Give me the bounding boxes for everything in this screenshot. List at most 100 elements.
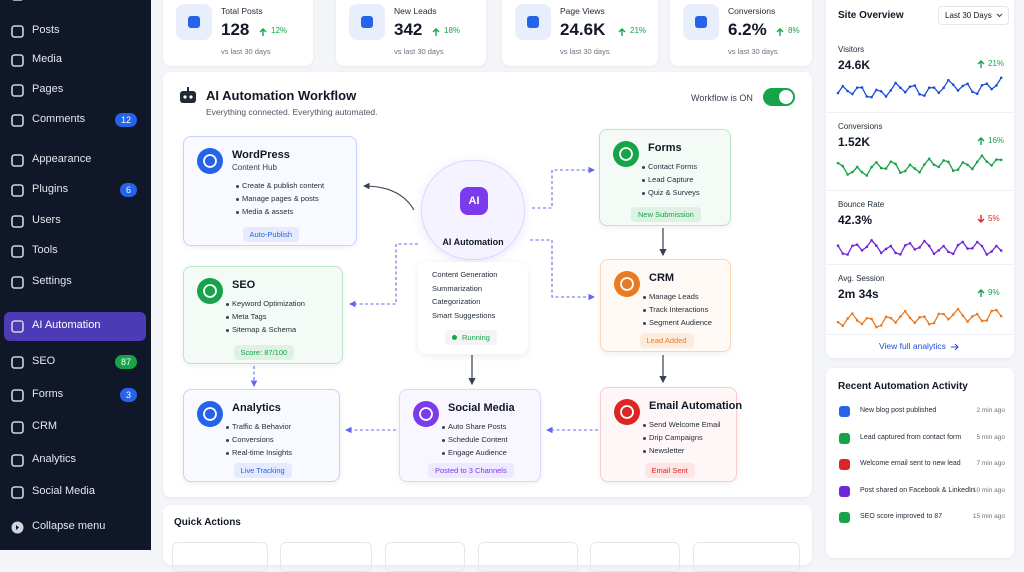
ai-badge: AI [460, 187, 488, 215]
nav-item[interactable]: Forms [32, 388, 64, 400]
quick-action[interactable] [478, 542, 578, 572]
nav-item[interactable]: AI Automation [32, 319, 101, 331]
workflow-subtitle: Everything connected. Everything automat… [206, 107, 378, 117]
nav-item[interactable]: Social Media [32, 485, 95, 497]
activity-time: 15 min ago [972, 513, 1005, 520]
workflow-node[interactable]: Forms Contact Forms Lead Capture Quiz & Sur… [599, 129, 731, 226]
node-item: Schedule Content [448, 435, 508, 444]
node-item: Quiz & Surveys [648, 188, 700, 197]
stat-card: Conversions 6.2% 8% vs last 30 days [670, 0, 812, 66]
node-item: Auto Share Posts [448, 422, 507, 431]
stat-change: 12% [271, 26, 288, 35]
stat-label: Conversions [728, 6, 776, 16]
sidebar: DashboardPostsMediaPagesComments12Appear… [0, 0, 151, 550]
node-tag: Email Sent [644, 463, 695, 478]
nav-item[interactable]: Pages [32, 83, 64, 95]
nav-item[interactable]: Media [32, 53, 62, 65]
metric-change: 21% [988, 59, 1005, 68]
quick-action[interactable] [385, 542, 465, 572]
bullet-dot [236, 198, 239, 201]
stat-glyph [695, 16, 707, 28]
activity-text: SEO score improved to 87 [860, 513, 943, 520]
divider [826, 334, 1014, 335]
divider [826, 264, 1014, 265]
metric-value: 2m 34s [838, 287, 879, 301]
stat-arrow [432, 28, 440, 36]
nav-icon [11, 25, 24, 38]
view-analytics[interactable]: View full analytics [879, 341, 946, 351]
ai-item: Summarization [432, 283, 483, 293]
node-title: CRM [649, 272, 675, 284]
metric-label: Bounce Rate [838, 200, 885, 209]
metric-label: Conversions [838, 122, 883, 131]
stat-glyph [188, 16, 200, 28]
node-item: Segment Audience [649, 318, 712, 327]
workflow-node[interactable]: CRM Manage Leads Track Interactions Segment… [600, 259, 731, 352]
nav-item[interactable]: SEO [32, 355, 56, 367]
workflow-node[interactable]: Social Media Auto Share Posts Schedule Con… [399, 389, 541, 482]
bullet-dot [642, 192, 645, 195]
ai-title: AI Automation [442, 237, 504, 247]
node-item: Conversions [232, 435, 274, 444]
stat-label: Total Posts [221, 6, 263, 16]
nav-item[interactable]: CRM [32, 420, 58, 432]
nav-item[interactable]: Settings [32, 275, 72, 287]
stat-value: 6.2% [728, 20, 767, 39]
bullet-dot [226, 303, 229, 306]
node-icon [614, 271, 640, 297]
activity-time: 2 min ago [976, 407, 1005, 414]
nav-item[interactable]: Comments [32, 113, 86, 125]
bullet-dot [226, 452, 229, 455]
stat-arrow [618, 28, 626, 36]
trend-arrow [977, 289, 985, 297]
stat-value: 342 [394, 20, 423, 39]
nav-item[interactable]: Appearance [32, 153, 92, 165]
range-select[interactable]: Last 30 Days [938, 6, 1009, 25]
nav-icon [11, 114, 24, 127]
nav-icon [11, 421, 24, 434]
activity-time: 10 min ago [972, 486, 1005, 494]
node-item: Contact Forms [648, 162, 698, 171]
workflow-toggle[interactable] [763, 88, 795, 106]
workflow-node[interactable]: Analytics Traffic & Behavior Conversions Re… [183, 389, 340, 482]
node-title: Analytics [232, 402, 281, 414]
collapse-menu[interactable]: Collapse menu [32, 520, 106, 532]
workflow-node[interactable]: WordPress Content Hub Create & publish con… [183, 136, 357, 246]
nav-item[interactable]: Plugins [32, 183, 69, 195]
bullet-dot [442, 426, 445, 429]
activity-text: Welcome email sent to new lead [860, 460, 961, 467]
nav-item[interactable]: Users [32, 214, 61, 226]
nav-icon [11, 486, 24, 499]
ai-item: Smart Suggestions [432, 310, 496, 320]
bullet-dot [226, 329, 229, 332]
nav-badge: 87 [114, 355, 137, 369]
nav-item[interactable]: Posts [32, 24, 60, 36]
node-item: Media & assets [242, 207, 294, 216]
nav-item[interactable]: Analytics [32, 453, 77, 465]
bullet-dot [643, 309, 646, 312]
activity-title: Recent Automation Activity [838, 381, 968, 392]
metric-label: Visitors [838, 45, 865, 54]
bullet-dot [226, 439, 229, 442]
site-overview: Site Overview Last 30 Days Visitors 24.6K 21… [826, 0, 1014, 358]
workflow-node[interactable]: Email Automation Send Welcome Email Drip C… [600, 387, 742, 482]
nav-icon [11, 454, 24, 467]
metric-change: 16% [988, 136, 1005, 145]
nav-item[interactable]: Tools [32, 244, 58, 256]
node-tag: Posted to 3 Channels [428, 463, 514, 478]
nav-icon [11, 184, 24, 197]
quick-action[interactable] [693, 542, 800, 572]
bullet-dot [643, 437, 646, 440]
quick-action[interactable] [172, 542, 268, 572]
workflow-node[interactable]: SEO Keyword Optimization Meta Tags Sitemap … [183, 266, 343, 364]
nav-icon [11, 245, 24, 258]
divider [826, 112, 1014, 113]
stat-glyph [361, 16, 373, 28]
quick-action[interactable] [280, 542, 372, 572]
quick-action[interactable] [590, 542, 680, 572]
bullet-dot [642, 166, 645, 169]
stat-label: Page Views [560, 6, 605, 16]
ai-tag: Running [445, 330, 497, 345]
node-item: Keyword Optimization [232, 299, 305, 308]
